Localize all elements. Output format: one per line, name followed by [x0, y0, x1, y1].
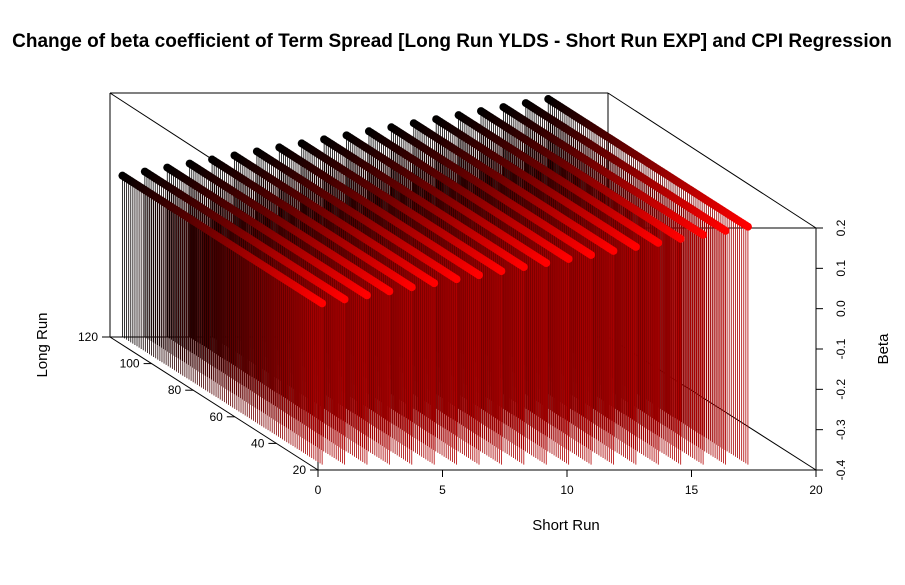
data-point [587, 250, 596, 259]
x-tick-label: 5 [439, 483, 446, 497]
data-point [542, 259, 551, 268]
data-point [631, 242, 640, 251]
data-point [654, 238, 663, 247]
data-point [609, 246, 618, 255]
data-point [340, 295, 349, 304]
z-tick-label: -0.1 [834, 338, 848, 359]
y-axis-label: Long Run [34, 312, 51, 377]
z-axis-label: Beta [875, 333, 892, 365]
data-point [497, 267, 506, 276]
y-tick-label: 100 [120, 357, 140, 371]
box-edge [607, 92, 817, 229]
x-tick-label: 20 [809, 483, 823, 497]
data-point [318, 299, 327, 308]
data-point [721, 226, 730, 235]
y-tick-label: 80 [168, 383, 182, 397]
x-tick-label: 0 [315, 483, 322, 497]
z-tick-label: 0.1 [834, 260, 848, 277]
z-tick-label: -0.4 [834, 459, 848, 480]
data-point [407, 283, 416, 292]
y-tick-label: 20 [293, 463, 307, 477]
y-tick-label: 120 [78, 330, 98, 344]
axis-ticks: 0 5 10 15 20 20 40 60 80 100 120 -0.4 -0.3 -0.2 -0.1 0.… [78, 219, 848, 497]
data-point [564, 254, 573, 263]
data-point [743, 222, 752, 231]
z-tick-label: 0.0 [834, 300, 848, 317]
x-tick-label: 10 [560, 483, 574, 497]
data-point [362, 291, 371, 300]
data-point [475, 271, 483, 280]
data-point [430, 279, 439, 288]
chart-title: Change of beta coefficient of Term Sprea… [12, 31, 892, 52]
data-point [385, 287, 394, 296]
y-tick-label: 60 [209, 410, 223, 424]
data-point [452, 275, 461, 284]
data-point [699, 230, 708, 239]
z-tick-label: 0.2 [834, 219, 848, 236]
y-tick-label: 40 [251, 436, 265, 450]
x-tick-label: 15 [685, 483, 699, 497]
z-tick-label: -0.2 [834, 379, 848, 400]
z-tick-label: -0.3 [834, 419, 848, 440]
x-axis-label: Short Run [532, 517, 600, 534]
box-edge [109, 336, 319, 471]
data-points [118, 95, 752, 308]
data-point [519, 263, 528, 272]
data-point [676, 234, 685, 243]
